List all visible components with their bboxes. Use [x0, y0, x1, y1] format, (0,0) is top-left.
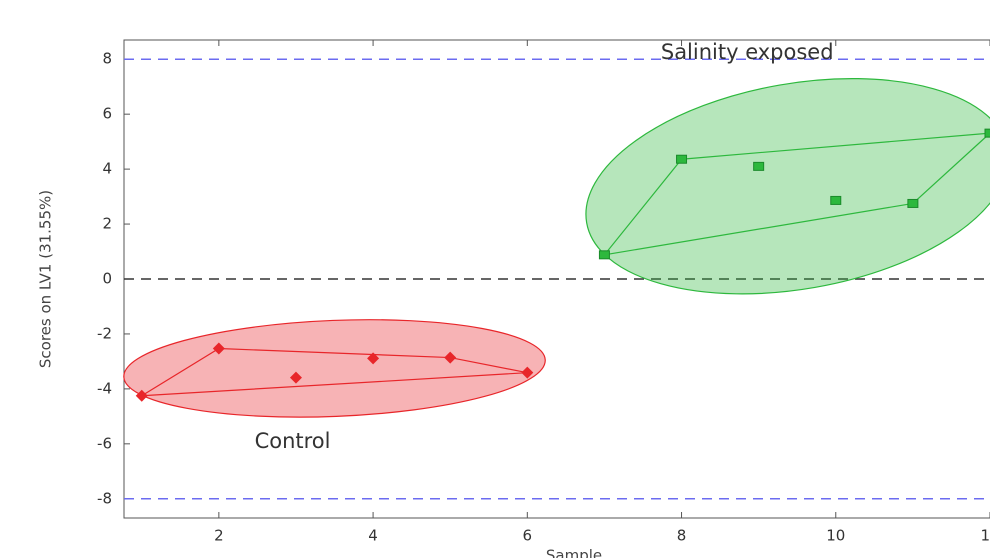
x-tick-label: 10: [826, 527, 845, 545]
y-tick-label: 2: [102, 215, 112, 233]
x-tick-label: 6: [523, 527, 533, 545]
group-label: Salinity exposed: [661, 40, 834, 64]
point: [676, 154, 688, 164]
y-tick-label: -8: [97, 489, 112, 507]
confidence-ellipse: [123, 319, 546, 418]
y-axis-label: Scores on LV1 (31.55%): [37, 190, 55, 368]
point: [598, 250, 610, 260]
point: [521, 366, 534, 379]
convex-hull: [602, 132, 990, 256]
point: [135, 389, 148, 402]
y-tick-label: 0: [102, 270, 112, 288]
x-tick-label: 2: [214, 527, 224, 545]
point: [212, 342, 225, 355]
x-tick-label: 12: [980, 527, 990, 545]
x-tick-label: 4: [368, 527, 378, 545]
group-label: Control: [255, 429, 331, 453]
point: [444, 351, 457, 364]
y-tick-label: -6: [97, 434, 112, 452]
y-tick-label: 8: [102, 50, 112, 68]
point: [907, 198, 919, 208]
point: [367, 352, 380, 365]
point: [830, 195, 842, 205]
x-tick-label: 8: [677, 527, 687, 545]
y-tick-label: -4: [97, 379, 112, 397]
y-tick-label: 4: [102, 160, 112, 178]
point: [289, 371, 302, 384]
confidence-ellipse: [585, 78, 990, 295]
x-axis-label: Sample: [546, 547, 602, 558]
y-tick-label: -2: [97, 324, 112, 342]
point: [984, 128, 990, 138]
point: [753, 161, 765, 171]
y-tick-label: 6: [102, 105, 112, 123]
